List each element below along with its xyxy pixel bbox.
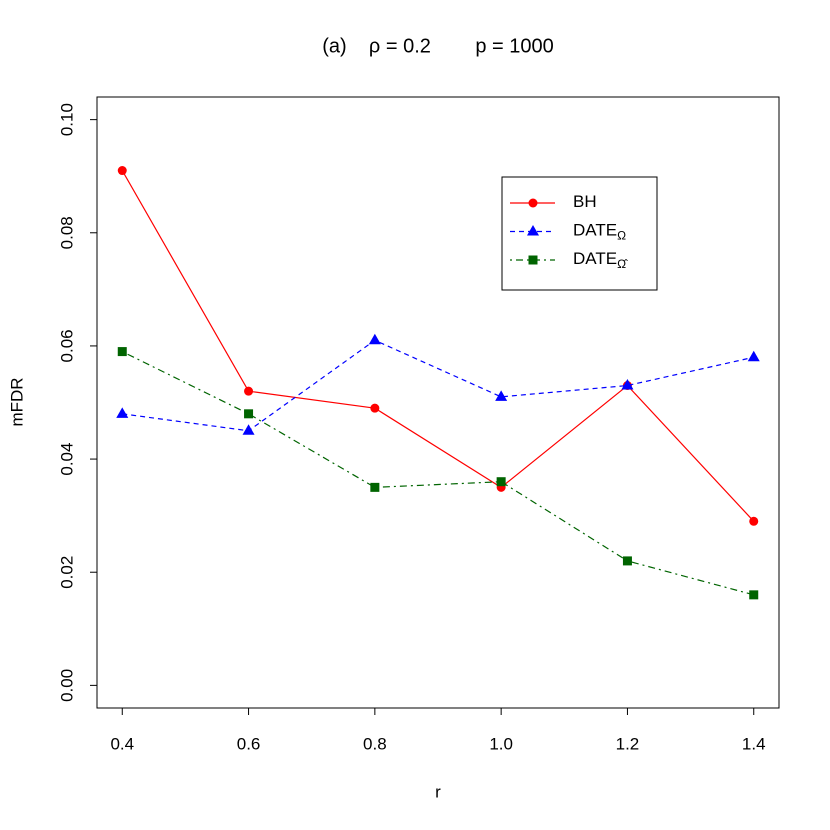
y-axis-label: mFDR <box>7 377 26 426</box>
y-tick-label: 0.08 <box>57 216 76 249</box>
x-tick-label: 1.0 <box>489 734 513 753</box>
legend-marker <box>528 255 538 265</box>
marker <box>368 333 381 345</box>
series-line <box>122 339 754 432</box>
marker <box>747 350 760 362</box>
y-tick-label: 0.04 <box>57 443 76 476</box>
marker <box>749 516 759 526</box>
series-line <box>121 351 754 596</box>
marker <box>244 386 254 396</box>
legend-marker <box>528 198 538 208</box>
legend-box <box>501 176 658 291</box>
legend-name: BH <box>573 192 597 211</box>
legend-subscript: Ω <box>617 229 626 243</box>
marker <box>370 482 380 492</box>
series-line <box>121 170 755 522</box>
y-tick-label: 0.10 <box>57 103 76 136</box>
marker <box>244 409 254 419</box>
legend-label: DATEΩ <box>573 221 626 243</box>
x-tick-label: 1.2 <box>616 734 640 753</box>
y-tick-label: 0.02 <box>57 556 76 589</box>
plot-frame <box>96 96 780 709</box>
x-axis-label: r <box>435 782 441 801</box>
marker <box>116 407 129 418</box>
legend-subscript: Ω̂ <box>617 257 628 271</box>
y-tick-label: 0.00 <box>57 669 76 702</box>
legend-marker <box>527 225 539 236</box>
marker <box>496 477 506 487</box>
x-tick-label: 0.4 <box>110 734 134 753</box>
marker <box>621 379 634 390</box>
marker <box>495 390 508 401</box>
x-tick-label: 0.6 <box>237 734 261 753</box>
legend-label: BH <box>573 192 597 211</box>
marker <box>370 403 380 413</box>
marker <box>242 424 255 435</box>
x-tick-label: 1.4 <box>742 734 766 753</box>
x-tick-label: 0.8 <box>363 734 387 753</box>
marker <box>117 166 127 176</box>
marker <box>622 556 632 566</box>
legend-label: DATEΩ̂ <box>573 249 628 271</box>
marker <box>749 590 759 600</box>
y-tick-label: 0.06 <box>57 329 76 362</box>
marker <box>117 347 127 357</box>
legend-name: DATE <box>573 249 617 268</box>
legend-name: DATE <box>573 221 617 240</box>
chart-title: (a) ρ = 0.2 p = 1000 <box>322 35 554 57</box>
